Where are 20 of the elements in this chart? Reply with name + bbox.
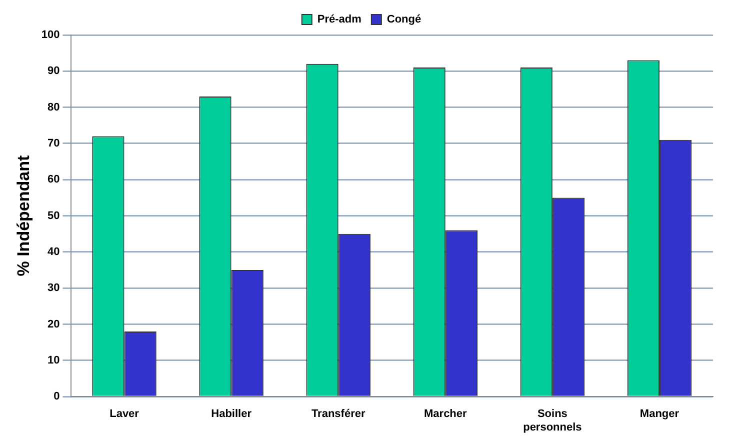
y-tick-label: 10 (48, 354, 60, 366)
x-tick-label: Manger (640, 408, 680, 420)
y-tick-label: 30 (48, 282, 60, 294)
y-tick-label: 100 (41, 29, 60, 42)
x-tick-label: Habiller (211, 408, 252, 420)
x-tick-label: Transférer (311, 408, 366, 420)
y-tick-label: 90 (48, 65, 60, 78)
y-axis-title: % Indépendant (14, 155, 33, 276)
y-tick-label: 80 (48, 101, 60, 114)
y-tick-label: 0 (54, 390, 60, 403)
y-tick-label: 20 (48, 318, 60, 330)
x-tick-label: Laver (110, 408, 140, 420)
y-tick-label: 70 (48, 138, 60, 150)
y-tick-label: 40 (48, 246, 60, 258)
y-tick-label: 60 (48, 174, 60, 186)
y-tick-label: 50 (48, 210, 60, 222)
legend-label: Pré-adm (317, 14, 362, 26)
legend-label: Congé (386, 14, 422, 26)
x-tick-label: Soins personnels (523, 408, 582, 434)
x-tick-label: Marcher (424, 408, 468, 420)
